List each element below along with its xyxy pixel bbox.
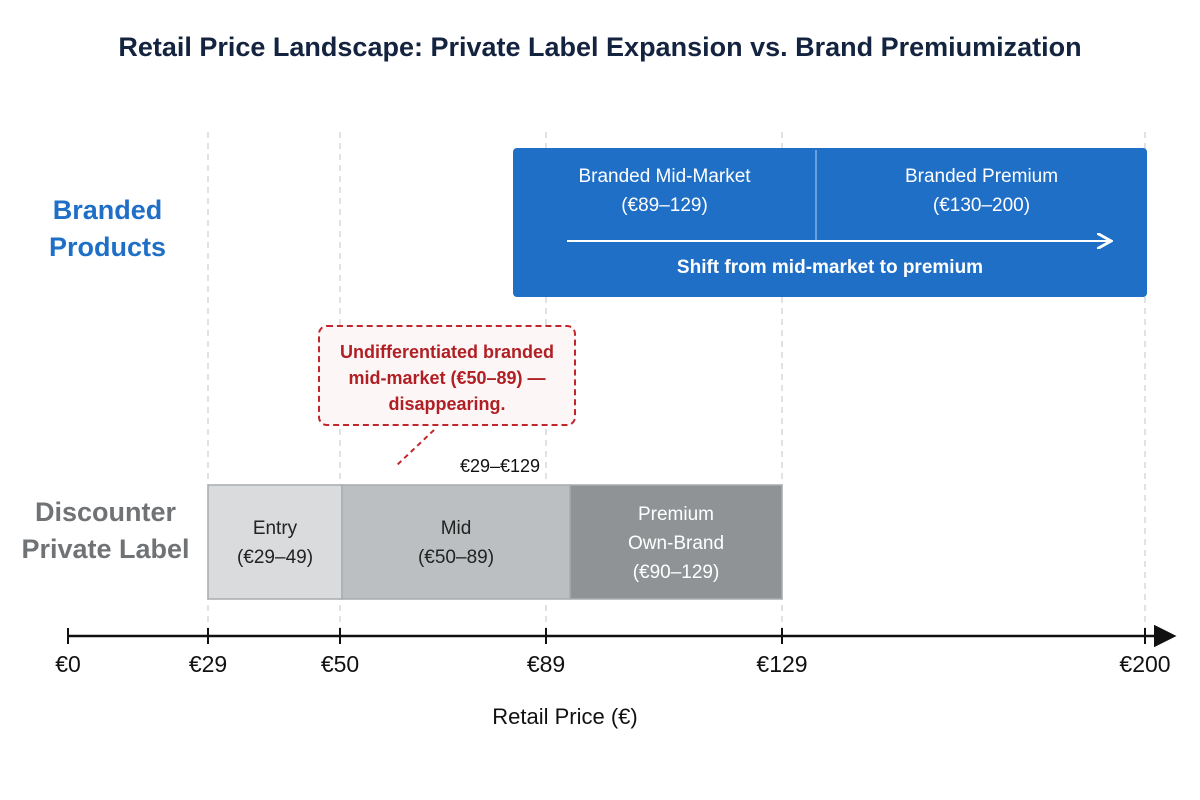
branded-band — [513, 148, 1147, 297]
pl-entry-label: Entry (€29–49) — [208, 514, 342, 572]
private-label-band — [207, 484, 783, 600]
pl-premium-label: Premium Own-Brand (€90–129) — [570, 500, 782, 587]
x-axis-tick-label: €0 — [55, 651, 81, 677]
page-title: Retail Price Landscape: Private Label Ex… — [118, 32, 1082, 62]
row-label-pl-line1: Discounter — [34, 497, 177, 527]
callout-line2: mid-market (€50–89) — — [348, 368, 546, 388]
pl-segment-premium-own-brand — [569, 484, 783, 600]
branded-segment-mid-market-label: Branded Mid-Market (€89–129) — [513, 162, 816, 220]
row-label-pl-line2: Private Label — [21, 534, 190, 564]
private-label-range-label: €29–€129 — [459, 456, 541, 476]
callout-line1: Undifferentiated branded — [339, 342, 554, 362]
pl-entry-range: (€29–49) — [236, 547, 314, 568]
row-label-private-label: Discounter Private Label — [18, 494, 193, 568]
x-axis-ticks — [67, 628, 1146, 644]
shift-label: Shift from mid-market to premium — [676, 257, 984, 278]
x-axis-tick-label: €200 — [1119, 651, 1171, 677]
x-axis-tick-label: €89 — [526, 651, 566, 677]
pl-mid-line1: Mid — [440, 518, 472, 539]
pl-entry-line1: Entry — [252, 518, 298, 539]
branded-mid-name: Branded Mid-Market — [578, 166, 751, 187]
x-axis-tick-label: €50 — [320, 651, 360, 677]
x-axis-tick-label: €29 — [188, 651, 228, 677]
callout-line3: disappearing. — [388, 394, 506, 414]
pl-segment-entry — [207, 484, 343, 600]
pl-premium-range: (€90–129) — [632, 562, 720, 583]
pl-mid-range: (€50–89) — [417, 547, 495, 568]
branded-mid-range: (€89–129) — [621, 195, 708, 216]
branded-premium-range: (€130–200) — [932, 195, 1031, 216]
pl-premium-line2: Own-Brand — [627, 533, 725, 554]
pl-mid-label: Mid (€50–89) — [342, 514, 570, 572]
row-label-branded-line1: Branded — [52, 195, 163, 225]
x-axis-tick-label: €129 — [756, 651, 808, 677]
disappearing-mid-market-callout: Undifferentiated branded mid-market (€50… — [318, 325, 576, 426]
branded-segment-premium-label: Branded Premium (€130–200) — [816, 162, 1147, 220]
row-label-branded: Branded Products — [30, 192, 185, 266]
pl-premium-line1: Premium — [637, 504, 714, 525]
row-label-branded-line2: Products — [48, 232, 167, 262]
pl-segment-mid — [341, 484, 571, 600]
x-axis-title: Retail Price (€) — [492, 704, 638, 729]
branded-premium-name: Branded Premium — [904, 166, 1059, 187]
